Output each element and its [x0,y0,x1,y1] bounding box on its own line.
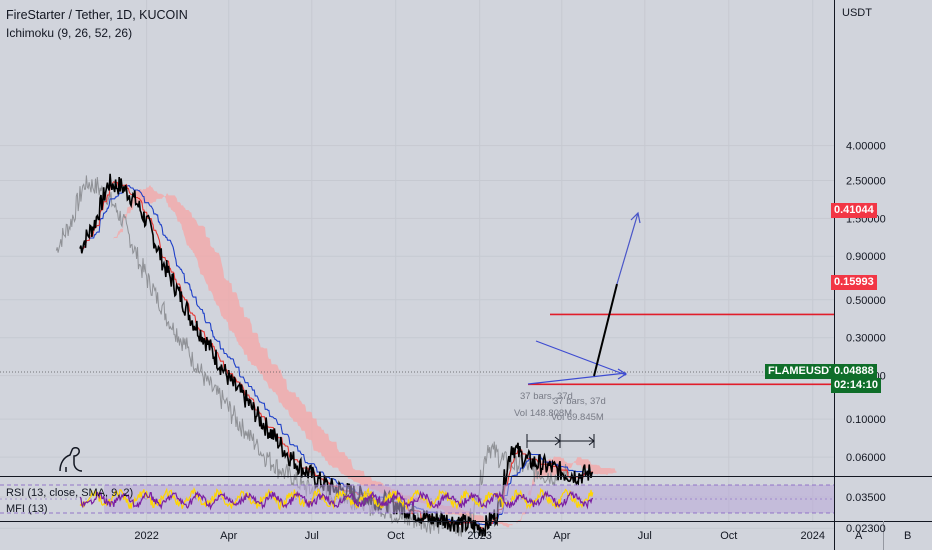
mfi-legend[interactable]: MFI (13) [6,503,48,515]
date-range-tools[interactable] [526,434,595,448]
price-tick-label: 2.50000 [846,175,886,187]
time-tick-label: Jul [638,530,652,542]
rsi-line [79,489,594,511]
price-tick-label: 0.30000 [846,333,886,345]
price-tick-label: 0.50000 [846,295,886,307]
symbol-tag: FLAMEUSDT [765,364,839,379]
projection-arrow-blue[interactable] [616,211,641,285]
main-pane-bg [0,0,834,476]
price-tag-lower: 0.15993 [831,275,877,290]
range1-label: 37 bars, 37d [520,391,573,402]
triangle-pattern[interactable] [527,340,628,385]
projection-line-black[interactable] [593,283,618,377]
range2-label: 37 bars, 37d [553,396,606,407]
price-tick-label: 0.03500 [846,492,886,504]
countdown-tag: 02:14:10 [831,378,882,393]
price-tag-upper: 0.41044 [831,203,877,218]
axis-button-a[interactable]: A [855,530,863,542]
chart-title[interactable]: FireStarter / Tether, 1D, KUCOIN [6,8,188,22]
vol1-label: Vol 148.808M [514,408,572,419]
time-axis-ticks[interactable]: 2022 Apr Jul Oct 2023 Apr Jul Oct 2024 [134,530,825,542]
time-tick-label: Oct [720,530,737,542]
last-price-tag: 0.04888 [831,364,877,379]
rsi-legend[interactable]: RSI (13, close, SMA, 9, 2) [6,487,134,499]
price-tick-label: 0.10000 [846,414,886,426]
time-tick-label: Apr [553,530,570,542]
vol2-label: Vol 69.845M [551,412,604,423]
price-tick-label: 0.02300 [846,523,886,535]
price-tick-label: 0.06000 [846,452,886,464]
time-tick-label: Jul [305,530,319,542]
time-tick-label: 2023 [467,530,491,542]
grid [0,0,834,529]
price-axis-bg [834,0,932,521]
dinosaur-icon [59,447,83,472]
price-tick-label: 0.90000 [846,251,886,263]
time-tick-label: Apr [220,530,237,542]
time-tick-label: Oct [387,530,404,542]
axis-button-b[interactable]: B [904,530,911,542]
time-tick-label: 2022 [134,530,158,542]
price-tick-label: 4.00000 [846,141,886,153]
currency-label: USDT [842,7,872,19]
ichimoku-legend[interactable]: Ichimoku (9, 26, 52, 26) [6,26,133,40]
time-tick-label: 2024 [800,530,824,542]
